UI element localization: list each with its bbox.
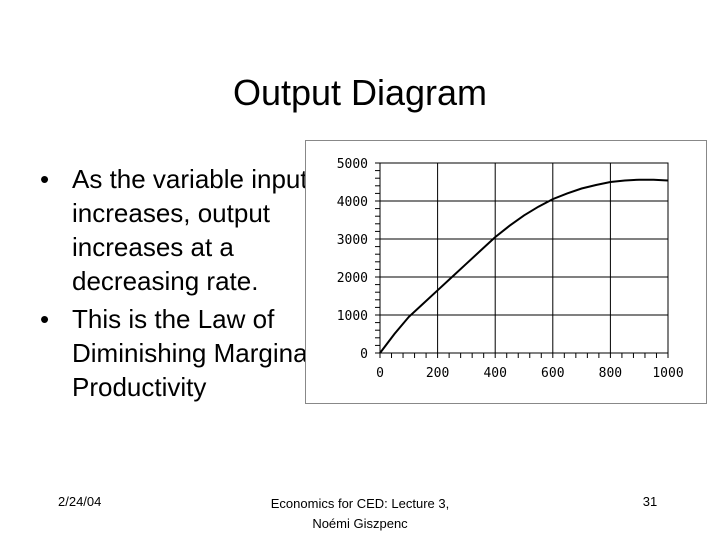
- footer-date: 2/24/04: [58, 494, 102, 509]
- slide-title: Output Diagram: [232, 72, 488, 113]
- bullet-list: • As the variable input increases, outpu…: [40, 162, 340, 408]
- x-tick-label: 1000: [652, 366, 683, 381]
- footer-page-number: 31: [642, 494, 658, 509]
- chart-svg: 0 1000 2000 3000 4000 5000 0 200 400 600 800 1000: [337, 157, 684, 381]
- x-tick-label: 800: [599, 366, 622, 381]
- x-tick-label: 0: [376, 366, 384, 381]
- bullet-glyph: •: [40, 304, 50, 334]
- y-tick-label: 0: [360, 347, 368, 362]
- footer-course-line2: Noémi Giszpenc: [312, 516, 408, 531]
- bullet-glyph: •: [40, 164, 50, 194]
- footer-course: Economics for CED: Lecture 3, Noémi Gisz…: [250, 494, 470, 534]
- y-tick-label: 1000: [337, 309, 368, 324]
- x-tick-label: 200: [426, 366, 449, 381]
- output-chart: 0 1000 2000 3000 4000 5000 0 200 400 600 800 1000: [305, 140, 707, 404]
- y-tick-label: 3000: [337, 233, 368, 248]
- x-tick-label: 400: [483, 366, 506, 381]
- footer-course-line1: Economics for CED: Lecture 3,: [270, 496, 450, 511]
- bullet-item: • As the variable input increases, outpu…: [40, 162, 340, 298]
- bullet-text: This is the Law of Diminishing Marginal …: [72, 304, 314, 402]
- y-tick-label: 2000: [337, 271, 368, 286]
- bullet-text: As the variable input increases, output …: [72, 164, 308, 296]
- plot-border: [379, 162, 669, 354]
- y-tick-label: 4000: [337, 195, 368, 210]
- output-curve: [379, 178, 669, 354]
- y-tick-label: 5000: [337, 157, 368, 172]
- x-tick-label: 600: [541, 366, 564, 381]
- bullet-item: • This is the Law of Diminishing Margina…: [40, 302, 340, 404]
